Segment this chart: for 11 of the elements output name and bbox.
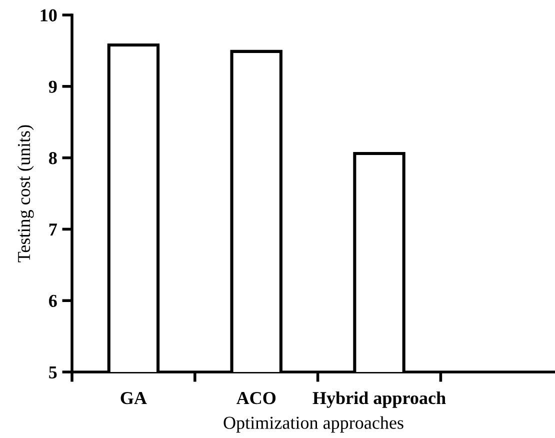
y-tick-label: 7: [49, 224, 57, 236]
x-tick-label: Hybrid approach: [312, 391, 446, 408]
y-tick-label: 8: [48, 152, 57, 164]
y-axis-title: Testing cost (units): [17, 125, 34, 262]
y-tick-label: 10: [40, 9, 57, 22]
y-tick-label: 9: [48, 80, 57, 93]
x-axis-title: Optimization approaches: [224, 416, 404, 433]
x-tick-label: ACO: [236, 392, 276, 404]
y-tick-label: 6: [49, 294, 57, 308]
x-tick-label: GA: [120, 392, 147, 404]
y-tick-label: 5: [49, 366, 57, 378]
